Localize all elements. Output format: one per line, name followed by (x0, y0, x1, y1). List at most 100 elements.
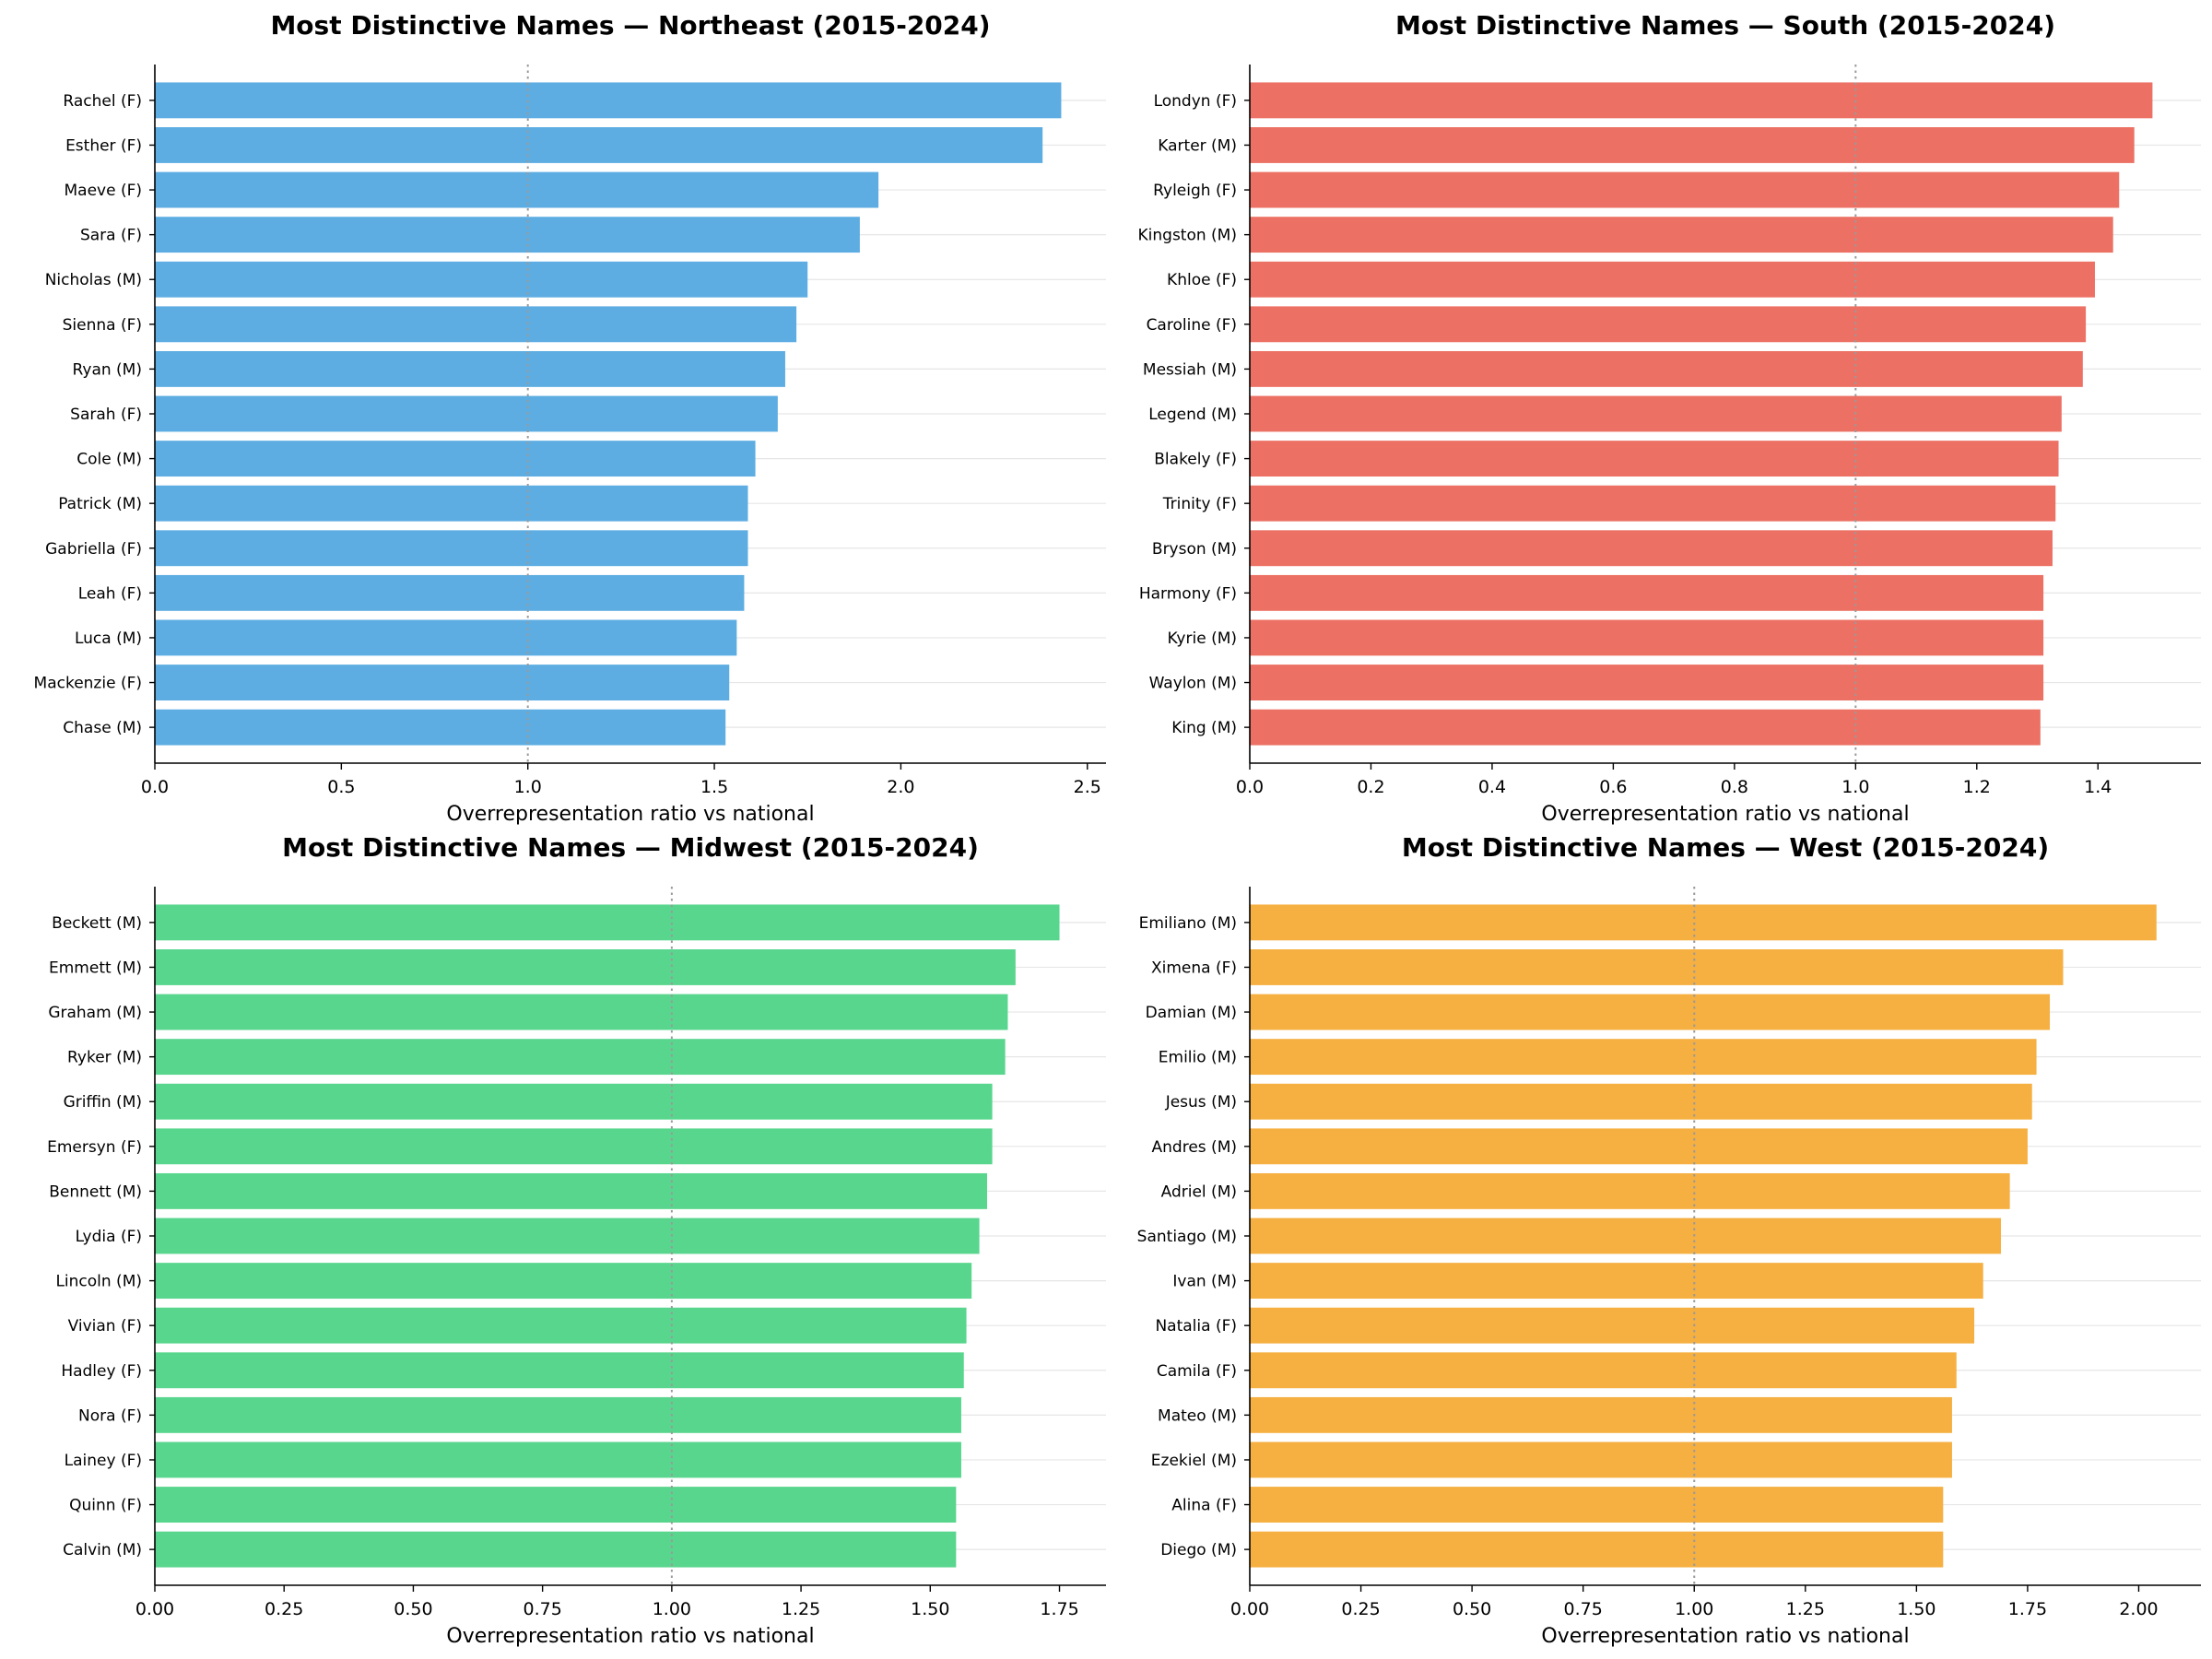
category-label: Diego (M) (1160, 1541, 1237, 1559)
bar-rachel-f (155, 82, 1062, 119)
bar-kingston-m (1250, 217, 2113, 253)
x-tick-label: 1.25 (782, 1599, 820, 1619)
x-tick-label: 0.8 (1721, 777, 1748, 797)
x-tick-label: 0.75 (1564, 1599, 1603, 1619)
category-label: Chase (M) (63, 719, 142, 737)
x-tick-label: 0.4 (1478, 777, 1506, 797)
category-label: Blakely (F) (1154, 451, 1237, 469)
bar-emiliano-m (1250, 904, 2157, 941)
bar-emersyn-f (155, 1128, 993, 1165)
bar-gabriella-f (155, 530, 748, 567)
bar-karter-m (1250, 127, 2135, 163)
bar-bryson-m (1250, 530, 2053, 567)
x-tick-label: 0.50 (394, 1599, 432, 1619)
x-tick-label: 1.0 (514, 777, 542, 797)
x-tick-label: 1.0 (1841, 777, 1869, 797)
panel-title: Most Distinctive Names — Midwest (2015-2… (282, 832, 979, 863)
bar-sarah-f (155, 395, 778, 432)
bar-nicholas-m (155, 261, 808, 298)
category-label: Santiago (M) (1137, 1228, 1237, 1246)
bar-graham-m (155, 994, 1008, 1030)
category-label: Cole (M) (76, 451, 142, 469)
bar-emilio-m (1250, 1039, 2037, 1076)
bar-quinn-f (155, 1487, 957, 1523)
category-label: Emiliano (M) (1139, 914, 1237, 933)
category-label: Quinn (F) (69, 1497, 142, 1515)
category-label: Esther (F) (65, 136, 142, 155)
bar-ryker-m (155, 1039, 1006, 1076)
panel-south: Londyn (F) Karter (M) Ryleigh (F) Kingston … (1138, 10, 2201, 826)
bar-sara-f (155, 217, 860, 253)
category-label: King (M) (1171, 719, 1237, 737)
category-label: Lainey (F) (65, 1452, 142, 1470)
category-label: Bennett (M) (49, 1182, 142, 1201)
x-tick-label: 2.5 (1074, 777, 1101, 797)
bar-legend-m (1250, 395, 2062, 432)
bar-hadley-f (155, 1352, 964, 1389)
x-tick-label: 1.75 (1040, 1599, 1078, 1619)
bar-ryan-m (155, 350, 785, 387)
category-label: Vivian (F) (68, 1317, 142, 1335)
bar-andres-m (1250, 1128, 2028, 1165)
category-label: Mackenzie (F) (34, 675, 142, 693)
bar-santiago-m (1250, 1218, 2001, 1254)
bar-chase-m (155, 709, 726, 746)
category-label: Luca (M) (75, 629, 142, 648)
category-label: Ezekiel (M) (1151, 1452, 1237, 1470)
bar-harmony-f (1250, 574, 2044, 611)
category-label: Messiah (M) (1143, 360, 1237, 379)
bar-maeve-f (155, 171, 879, 208)
x-tick-label: 0.5 (327, 777, 355, 797)
x-axis-label: Overrepresentation ratio vs national (1541, 1625, 1909, 1648)
category-label: Nicholas (M) (45, 271, 142, 289)
bar-king-m (1250, 709, 2041, 746)
category-label: Patrick (M) (58, 495, 142, 513)
category-label: Kyrie (M) (1168, 629, 1237, 648)
bar-sienna-f (155, 306, 797, 343)
category-label: Khloe (F) (1167, 271, 1237, 289)
bar-beckett-m (155, 904, 1060, 941)
category-label: Jesus (M) (1165, 1093, 1237, 1112)
bar-jesus-m (1250, 1083, 2032, 1120)
category-label: Sienna (F) (63, 316, 142, 335)
category-label: Emilio (M) (1159, 1049, 1237, 1067)
category-label: Ivan (M) (1172, 1273, 1237, 1291)
bar-natalia-f (1250, 1307, 1975, 1344)
x-tick-label: 1.00 (1675, 1599, 1713, 1619)
category-label: Harmony (F) (1139, 584, 1237, 603)
bar-patrick-m (155, 485, 748, 522)
category-label: Ryleigh (F) (1153, 182, 1237, 200)
bar-adriel-m (1250, 1172, 2010, 1209)
category-label: Kingston (M) (1138, 227, 1237, 245)
category-label: Emmett (M) (49, 959, 142, 977)
x-tick-label: 0.6 (1599, 777, 1627, 797)
bar-nora-f (155, 1396, 961, 1433)
bar-diego-m (1250, 1531, 1944, 1568)
bar-luca-m (155, 619, 737, 656)
panel-west: Emiliano (M) Ximena (F) Damian (M) Emilio (… (1137, 832, 2201, 1648)
x-tick-label: 1.75 (2008, 1599, 2047, 1619)
bar-calvin-m (155, 1531, 957, 1568)
category-label: Calvin (M) (63, 1541, 142, 1559)
bar-esther-f (155, 127, 1043, 163)
bar-bennett-m (155, 1172, 987, 1209)
x-tick-label: 1.50 (1897, 1599, 1936, 1619)
category-label: Waylon (M) (1149, 675, 1237, 693)
category-label: Rachel (F) (63, 92, 142, 111)
bar-leah-f (155, 574, 745, 611)
category-label: Ryker (M) (67, 1049, 142, 1067)
category-label: Karter (M) (1158, 136, 1237, 155)
category-label: Ximena (F) (1151, 959, 1237, 977)
category-label: Caroline (F) (1147, 316, 1237, 335)
x-tick-label: 1.25 (1786, 1599, 1825, 1619)
category-label: Natalia (F) (1155, 1317, 1237, 1335)
x-axis-label: Overrepresentation ratio vs national (446, 803, 814, 826)
x-tick-label: 0.00 (135, 1599, 174, 1619)
category-label: Emersyn (F) (47, 1138, 142, 1157)
panel-title: Most Distinctive Names — South (2015-202… (1395, 10, 2055, 41)
x-tick-label: 0.75 (523, 1599, 561, 1619)
bar-kyrie-m (1250, 619, 2044, 656)
x-tick-label: 1.5 (700, 777, 728, 797)
bar-khloe-f (1250, 261, 2095, 298)
